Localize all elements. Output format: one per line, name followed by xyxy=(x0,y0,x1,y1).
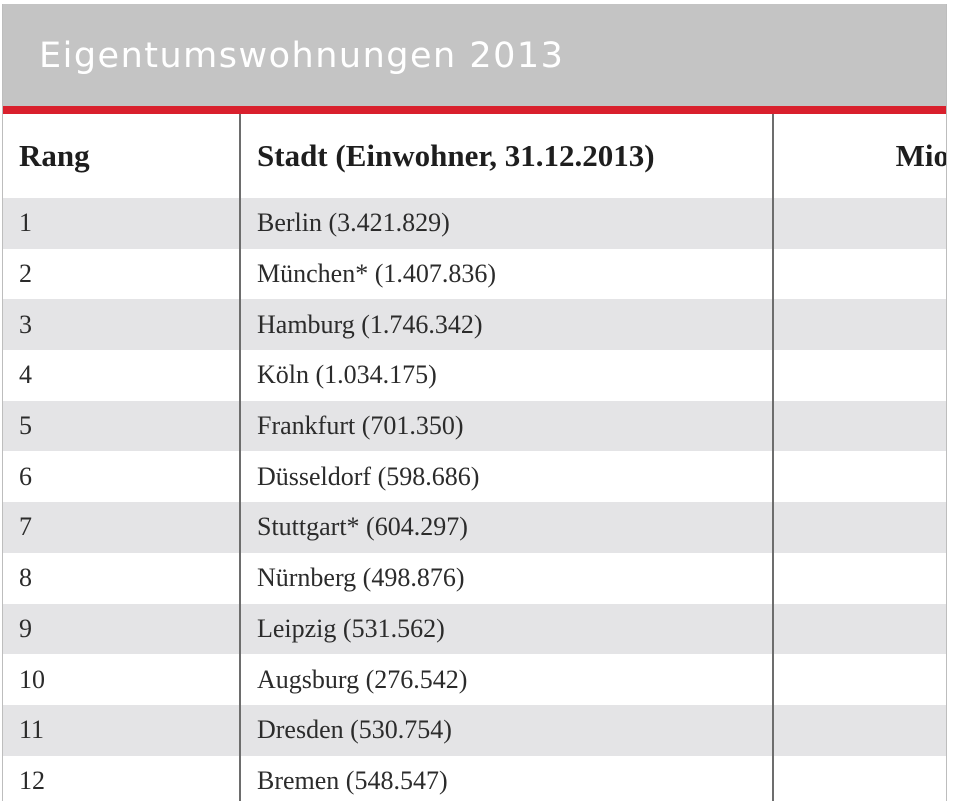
cell-rang: 12 xyxy=(3,755,240,801)
header-value: Mio. EUR xyxy=(895,138,946,173)
cell-value: 1.054,0 xyxy=(773,400,946,452)
accent-line xyxy=(3,106,946,114)
data-table: Rang Stadt (Einwohner, 31.12.2013) Mio. … xyxy=(3,114,946,801)
cell-rang: 10 xyxy=(3,654,240,705)
cell-value: 518,0 xyxy=(773,552,946,604)
header-row: Rang Stadt (Einwohner, 31.12.2013) Mio. … xyxy=(3,114,946,198)
cell-stadt: Leipzig (531.562) xyxy=(239,603,774,655)
cell-value: 871,0 xyxy=(773,502,946,553)
cell-stadt: Stuttgart* (604.297) xyxy=(239,502,774,553)
cell-rang: 6 xyxy=(3,451,240,503)
cell-value: 4.332,1 xyxy=(773,198,946,249)
cell-value: 438,0 xyxy=(773,704,946,756)
header-rang: Rang xyxy=(19,138,90,173)
cell-value: 1.785,0 xyxy=(773,299,946,351)
cell-value: 1.250,8 xyxy=(773,350,946,401)
cell-stadt: Hamburg (1.746.342) xyxy=(239,299,774,351)
cell-stadt: Dresden (530.754) xyxy=(239,704,774,756)
table-card: Eigentumswohnungen 2013 Rang Stadt (Einw… xyxy=(2,4,947,801)
cell-stadt: Nürnberg (498.876) xyxy=(239,552,774,604)
cell-rang: 3 xyxy=(3,299,240,351)
title-bar: Eigentumswohnungen 2013 xyxy=(3,4,946,106)
cell-value: 417,8 xyxy=(773,755,946,801)
cell-rang: 4 xyxy=(3,350,240,401)
cell-rang: 1 xyxy=(3,198,240,249)
cell-stadt: Köln (1.034.175) xyxy=(239,350,774,401)
cell-rang: 2 xyxy=(3,248,240,300)
cell-stadt: München* (1.407.836) xyxy=(239,248,774,300)
cell-stadt: Frankfurt (701.350) xyxy=(239,400,774,452)
cell-stadt: Berlin (3.421.829) xyxy=(239,198,774,249)
cell-rang: 9 xyxy=(3,603,240,655)
cell-value: 515,0 xyxy=(773,603,946,655)
cell-stadt: Düsseldorf (598.686) xyxy=(239,451,774,503)
header-stadt: Stadt (Einwohner, 31.12.2013) xyxy=(239,114,774,198)
cell-value: 3.771,0 xyxy=(773,248,946,300)
cell-stadt: Bremen (548.547) xyxy=(239,755,774,801)
cell-rang: 7 xyxy=(3,502,240,553)
cell-rang: 11 xyxy=(3,704,240,756)
table-title: Eigentumswohnungen 2013 xyxy=(39,36,565,76)
cell-value: 478,1 xyxy=(773,654,946,705)
cell-value: 887,3 xyxy=(773,451,946,503)
cell-rang: 5 xyxy=(3,400,240,452)
cell-rang: 8 xyxy=(3,552,240,604)
cell-stadt: Augsburg (276.542) xyxy=(239,654,774,705)
